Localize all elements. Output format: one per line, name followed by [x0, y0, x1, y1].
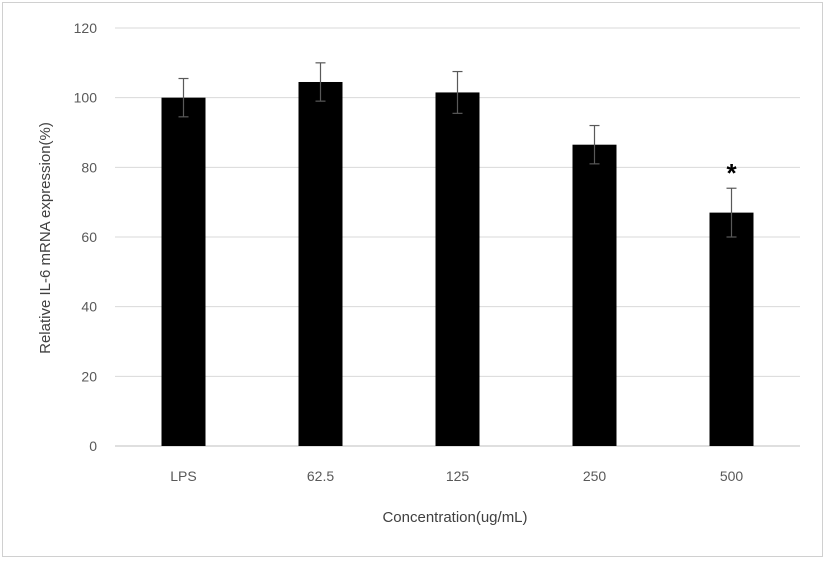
x-tick-label: 62.5	[307, 468, 334, 484]
y-tick-label: 120	[74, 20, 98, 36]
y-tick-label: 0	[89, 438, 97, 454]
y-tick-label: 40	[81, 299, 97, 315]
annotations: *	[726, 158, 737, 188]
y-axis-title: Relative IL-6 mRNA expression(%)	[37, 122, 54, 354]
y-tick-labels: 0 20 40 60 80 100 120	[74, 20, 98, 454]
y-tick-label: 80	[81, 159, 97, 175]
y-tick-label: 100	[74, 90, 98, 106]
error-bar	[178, 77, 189, 118]
bar	[161, 97, 206, 447]
x-tick-label: 125	[446, 468, 470, 484]
x-axis-title: Concentration(ug/mL)	[382, 509, 527, 526]
error-bar	[726, 187, 737, 238]
x-tick-label: 500	[720, 468, 744, 484]
error-bar	[589, 124, 600, 165]
bar	[298, 81, 343, 446]
x-tick-label: 250	[583, 468, 607, 484]
x-tick-labels: LPS 62.5 125 250 500	[170, 468, 743, 484]
significance-marker: *	[726, 158, 737, 188]
bar	[709, 212, 754, 446]
error-bar	[315, 62, 326, 102]
y-tick-label: 60	[81, 229, 97, 245]
error-bars	[178, 62, 737, 238]
bars	[161, 81, 754, 447]
bar	[572, 144, 617, 447]
x-tick-label: LPS	[170, 468, 196, 484]
y-tick-label: 20	[81, 368, 97, 384]
error-bar	[452, 70, 463, 114]
bar	[435, 92, 480, 447]
